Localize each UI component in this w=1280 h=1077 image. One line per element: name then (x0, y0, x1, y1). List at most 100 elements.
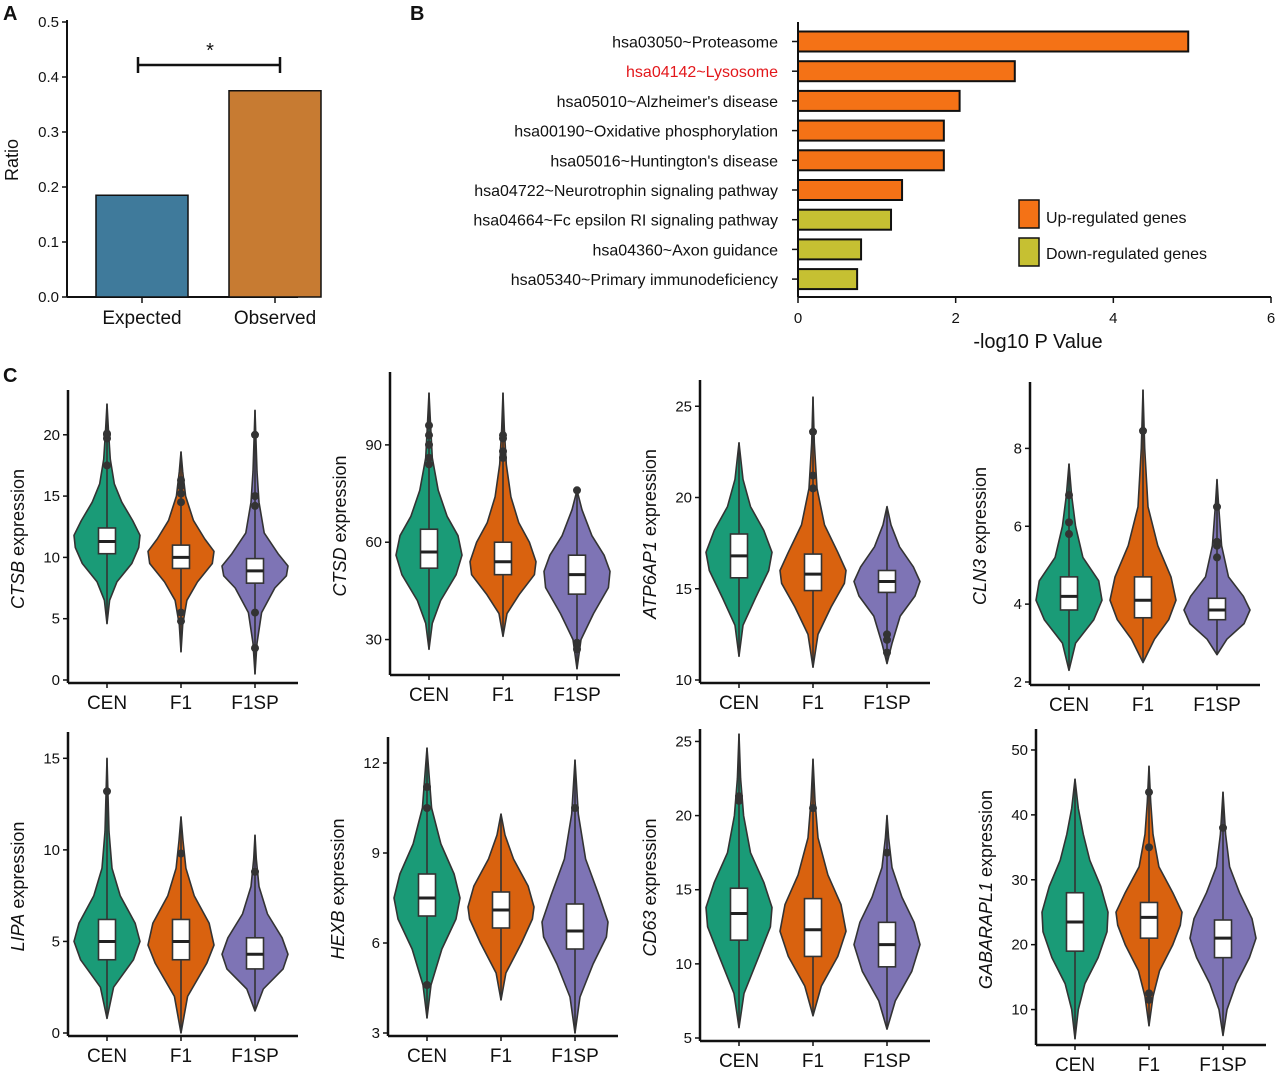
a-bar-observed (228, 90, 322, 298)
c-box (1133, 576, 1153, 619)
c-outlier-point (425, 431, 433, 440)
c-box (565, 903, 585, 950)
panel-label-b: B (410, 3, 424, 25)
a-y-tick-label: 0.2 (38, 179, 59, 196)
c-outlier-point (251, 501, 259, 510)
b-bar-up (797, 119, 945, 142)
a-significance-label: * (206, 40, 214, 62)
c-outlier-point (177, 608, 185, 617)
c-y-tick-label: 6 (1014, 518, 1022, 535)
c-y-tick-label: 12 (363, 755, 380, 772)
c-gene-name: HEXB (328, 911, 348, 960)
c-outlier-point (809, 427, 817, 436)
c-y-axis-title: LIPA expression (8, 822, 28, 952)
b-x-tick-label: 4 (1109, 310, 1117, 327)
a-x-tick-label: Expected (102, 308, 181, 329)
c-y-tick-label: 15 (43, 750, 60, 767)
b-bar-up (797, 30, 1190, 53)
c-outlier-point (1065, 530, 1073, 539)
c-violin-plot-gabarapl1: 10 20 30 40 50 GABARAPL1 expression CEN F1 F1SP (976, 729, 1266, 1076)
c-outlier-point (251, 430, 259, 439)
c-box (171, 918, 191, 961)
b-x-tick-label: 2 (951, 310, 959, 327)
b-x-axis-title: -log10 P Value (973, 331, 1102, 353)
c-outlier-point (809, 471, 817, 480)
c-y-tick-label: 0 (52, 672, 60, 689)
b-bar-up (797, 89, 961, 112)
c-box (419, 528, 439, 569)
c-expression-label: expression (970, 467, 990, 559)
c-outlier-point (571, 804, 579, 812)
c-outlier-point (425, 460, 433, 469)
b-legend-swatch-down (1018, 237, 1040, 267)
c-box (493, 541, 513, 576)
b-legend-label-down: Down-regulated genes (1046, 246, 1207, 263)
b-bar-up (797, 179, 904, 201)
b-term-label: hsa04722~Neurotrophin signaling pathway (474, 183, 778, 200)
c-x-tick-label: CEN (1055, 1055, 1095, 1076)
c-y-tick-label: 10 (675, 956, 692, 973)
c-outlier-point (573, 638, 581, 647)
c-expression-label: expression (328, 818, 348, 910)
c-x-tick-label: F1SP (863, 693, 911, 714)
c-outlier-point (423, 783, 431, 791)
c-expression-label: expression (976, 790, 996, 882)
b-bar-up (797, 149, 945, 172)
c-y-axis-title: ATP6AP1 expression (640, 449, 660, 620)
c-outlier-point (809, 484, 817, 493)
c-expression-label: expression (330, 455, 350, 547)
c-y-tick-label: 15 (675, 581, 692, 598)
c-y-axis-title: CTSB expression (8, 469, 28, 609)
c-gene-name: CLN3 (970, 559, 990, 605)
c-outlier-point (883, 848, 891, 857)
c-outlier-point (103, 461, 111, 470)
c-outlier-point (499, 447, 507, 456)
c-outlier-point (177, 498, 185, 507)
c-outlier-point (883, 635, 891, 644)
c-y-tick-label: 50 (1011, 742, 1028, 759)
c-expression-label: expression (640, 818, 660, 910)
b-term-label: hsa05010~Alzheimer's disease (557, 94, 779, 111)
c-y-axis-title: CLN3 expression (970, 467, 990, 605)
c-x-tick-label: CEN (719, 693, 759, 714)
c-violin-plot-cd63: 5 10 15 20 25 CD63 expression CEN F1 F1SP (640, 729, 930, 1072)
c-x-tick-label: F1SP (551, 1046, 599, 1067)
c-y-tick-label: 10 (43, 842, 60, 859)
c-outlier-point (251, 644, 259, 653)
c-y-tick-label: 6 (372, 935, 380, 952)
c-violin-plot-atp6ap1: 10 15 20 25 ATP6AP1 expression CEN F1 F1SP (640, 380, 930, 714)
c-y-tick-label: 5 (52, 611, 60, 628)
c-gene-name: ATP6AP1 (640, 541, 660, 620)
c-y-tick-label: 10 (1011, 1002, 1028, 1019)
panel-a-ratio-bar-chart: 0.0 0.1 0.2 0.3 0.4 0.5 Ratio Expected Observed * (2, 14, 322, 329)
c-y-tick-label: 20 (1011, 937, 1028, 954)
c-outlier-point (1139, 426, 1147, 435)
c-violin-plot-hexb: 3 6 9 12 HEXB expression CEN F1 F1SP (328, 737, 618, 1067)
c-outlier-point (423, 804, 431, 812)
c-y-tick-label: 40 (1011, 807, 1028, 824)
b-bar-up (797, 60, 1016, 83)
c-outlier-point (809, 804, 817, 813)
c-outlier-point (883, 648, 891, 657)
c-y-tick-label: 2 (1014, 674, 1022, 691)
c-outlier-point (177, 489, 185, 498)
a-x-tick-label: Observed (234, 308, 316, 329)
c-outlier-point (251, 492, 259, 501)
c-x-tick-label: F1SP (231, 693, 279, 714)
b-legend-swatch-up (1018, 199, 1040, 229)
c-outlier-point (735, 792, 743, 801)
c-x-tick-label: CEN (87, 1046, 127, 1067)
c-y-tick-label: 4 (1014, 596, 1022, 613)
c-y-tick-label: 0 (52, 1025, 60, 1042)
c-x-tick-label: F1 (170, 693, 192, 714)
c-outlier-point (425, 453, 433, 462)
c-x-tick-label: CEN (1049, 695, 1089, 716)
b-x-tick-label: 0 (794, 310, 802, 327)
c-violin-plot-cln3: 2 4 6 8 CLN3 expression CEN F1 F1SP (970, 382, 1260, 716)
c-outlier-point (177, 617, 185, 626)
c-y-axis-title: CTSD expression (330, 455, 350, 596)
a-y-tick-label: 0.0 (38, 289, 59, 306)
b-bar-down (797, 208, 893, 231)
c-box (803, 897, 823, 958)
c-outlier-point (1065, 491, 1073, 500)
